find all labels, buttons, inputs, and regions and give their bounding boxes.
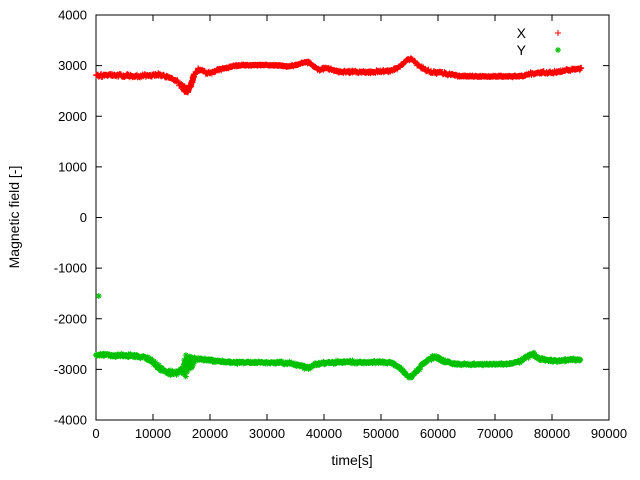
legend-marker-asterisk-icon [550, 42, 566, 58]
x-tick-label: 0 [92, 426, 99, 441]
x-tick-label: 30000 [249, 426, 285, 441]
legend-entry-y: Y [470, 41, 566, 58]
x-tick-label: 20000 [192, 426, 228, 441]
legend: X Y [470, 24, 566, 58]
series-y-points [93, 293, 584, 381]
x-axis-title: time[s] [331, 452, 373, 468]
y-axis-title: Magnetic field [-] [6, 165, 22, 269]
x-tick-label: 50000 [363, 426, 399, 441]
x-tick-label: 70000 [477, 426, 513, 441]
y-tick-label: 2000 [58, 109, 87, 124]
y-tick-label: 1000 [58, 159, 87, 174]
x-tick-label: 80000 [534, 426, 570, 441]
y-tick-label: -3000 [54, 362, 87, 377]
legend-label-x: X [516, 24, 526, 41]
y-tick-label: -1000 [54, 261, 87, 276]
legend-label-y: Y [516, 41, 526, 58]
x-tick-label: 10000 [135, 426, 171, 441]
y-tick-label: -2000 [54, 311, 87, 326]
y-tick-label: 0 [80, 210, 87, 225]
x-tick-label: 60000 [420, 426, 456, 441]
y-tick-label: 3000 [58, 58, 87, 73]
y-tick-label: -4000 [54, 413, 87, 428]
series-x-points [93, 55, 585, 96]
axis-ticks [95, 14, 610, 421]
legend-marker-plus-icon [550, 25, 566, 41]
x-tick-label: 90000 [591, 426, 627, 441]
x-tick-label: 40000 [306, 426, 342, 441]
legend-entry-x: X [470, 24, 566, 41]
y-tick-label: 4000 [58, 8, 87, 23]
